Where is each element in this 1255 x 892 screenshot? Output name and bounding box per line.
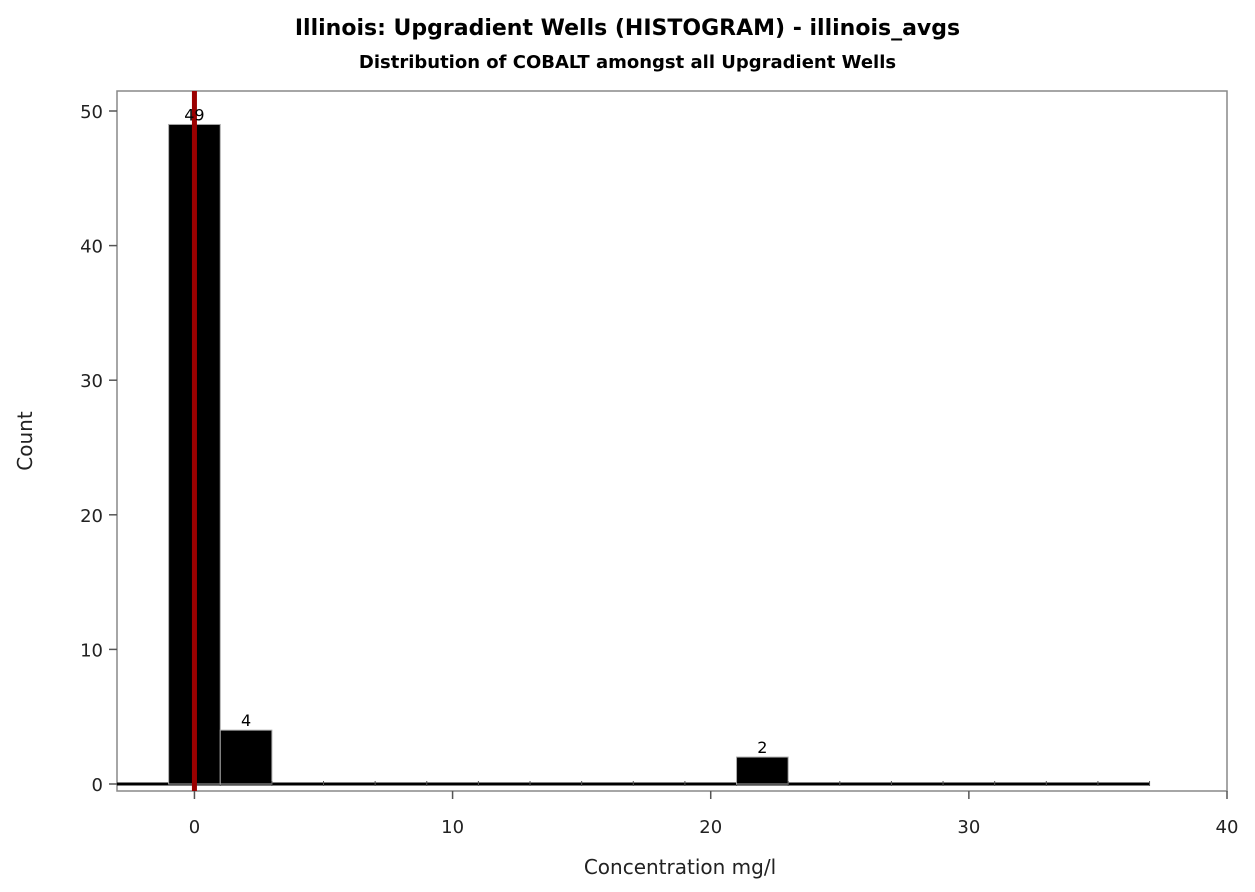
histogram-bar — [219, 729, 273, 785]
plot-frame — [116, 90, 1228, 792]
histogram-bar — [736, 756, 789, 785]
bar-labels-group: 49 4 2 — [184, 105, 767, 757]
x-axis: 0 10 20 30 40 — [189, 791, 1239, 838]
bar-count-label: 2 — [757, 738, 767, 757]
x-tick-label: 40 — [1216, 817, 1239, 838]
y-tick-label: 50 — [80, 102, 103, 123]
bars-group — [117, 91, 1151, 791]
y-tick-label: 30 — [80, 371, 103, 392]
y-tick-label: 40 — [80, 237, 103, 258]
y-tick-label: 20 — [80, 506, 103, 527]
x-tick-label: 0 — [189, 817, 200, 838]
y-axis: 0 10 20 30 40 50 — [80, 102, 117, 796]
y-tick-label: 0 — [92, 775, 103, 796]
x-tick-label: 10 — [441, 817, 464, 838]
bar-count-label: 49 — [184, 105, 204, 124]
x-tick-label: 20 — [699, 817, 722, 838]
y-tick-label: 10 — [80, 640, 103, 661]
x-tick-label: 30 — [957, 817, 980, 838]
chart-title: Illinois: Upgradient Wells (HISTOGRAM) -… — [294, 16, 961, 41]
chart-subtitle: Distribution of COBALT amongst all Upgra… — [358, 52, 897, 73]
bar-count-label: 4 — [241, 711, 251, 730]
x-axis-label: Concentration mg/l — [584, 855, 776, 879]
y-axis-label: Count — [13, 411, 37, 471]
